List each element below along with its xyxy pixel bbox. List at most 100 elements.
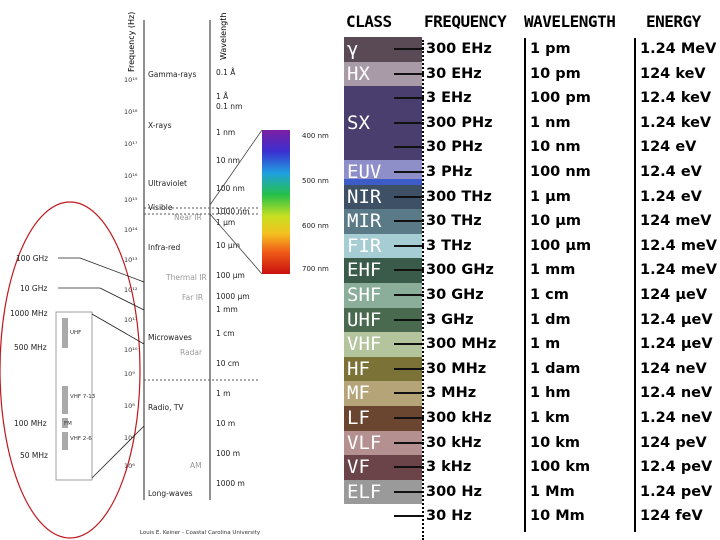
class-cell: MIR <box>344 209 422 234</box>
row-tick <box>394 490 424 493</box>
wavelength-label: 0.1 Å <box>216 68 236 77</box>
wavelength-labels: 0.1 Å 1 Å0.1 nm 1 nm 10 nm 100 nm 1000 nm 1 μm… <box>216 68 250 488</box>
wavelength-cell: 100 pm <box>530 90 591 107</box>
spectrum-table: CLASS FREQUENCY WAVELENGTH ENERGY γ 300 E… <box>342 0 720 540</box>
frequency-cell: 30 EHz <box>426 65 482 82</box>
wavelength-label: 1000 μm <box>216 292 250 301</box>
wavelength-cell: 1 dam <box>530 360 581 377</box>
wavelength-cell: 1 cm <box>530 287 569 303</box>
table-row: HF 30 MHz 1 dam 124 neV <box>342 356 720 382</box>
row-tick <box>394 72 424 75</box>
energy-cell: 1.24 neV <box>640 410 713 426</box>
wavelength-cell: 1 Mm <box>530 483 575 500</box>
wavelength-cell: 10 km <box>530 434 580 451</box>
class-cell: SX <box>344 110 422 136</box>
frequency-cell: 300 MHz <box>426 336 497 353</box>
inset-freq-label: 100 GHz <box>16 254 48 263</box>
table-row: γ 300 EHz 1 pm 1.24 MeV <box>342 37 720 62</box>
freq-exponent: 10¹³ <box>124 256 138 264</box>
band-label: Radar <box>180 348 203 357</box>
energy-cell: 12.4 keV <box>640 90 712 107</box>
energy-divider <box>634 38 636 532</box>
wavelength-cell: 1 dm <box>530 311 571 328</box>
dotted-divider <box>422 40 424 540</box>
frequency-cell: 30 Hz <box>426 508 472 525</box>
frequency-cell: 3 GHz <box>426 311 474 328</box>
row-tick <box>394 392 424 395</box>
table-row: UHF 3 GHz 1 dm 12.4 μeV <box>342 307 720 333</box>
wavelength-cell: 10 nm <box>530 139 581 156</box>
energy-cell: 124 keV <box>640 65 706 82</box>
energy-cell: 124 eV <box>640 139 697 156</box>
energy-cell: 12.4 peV <box>640 459 713 476</box>
energy-cell: 124 feV <box>640 508 703 525</box>
connector-low <box>91 425 145 479</box>
visible-scale: 400 nm 500 nm 600 nm 700 nm <box>302 132 329 273</box>
table-row: ELF 300 Hz 1 Mm 1.24 peV <box>342 479 720 505</box>
frequency-cell: 30 THz <box>426 213 482 230</box>
row-tick <box>394 343 424 346</box>
wavelength-cell: 100 nm <box>530 164 591 180</box>
table-row: NIR 300 THz 1 μm 1.24 eV <box>342 184 720 210</box>
frequency-cell: 30 PHz <box>426 139 483 156</box>
highlight-ellipse <box>0 201 141 539</box>
row-tick <box>394 171 424 173</box>
connector-1000mhz <box>91 313 145 345</box>
wavelength-cell: 1 nm <box>530 114 571 131</box>
wavelength-cell: 1 μm <box>530 188 571 205</box>
energy-cell: 124 μeV <box>640 287 708 303</box>
wavelength-cell: 1 km <box>530 410 570 426</box>
spectrum-link-top <box>209 129 263 206</box>
freq-exponent: 10¹⁵ <box>124 196 138 204</box>
wavelength-cell: 1 m <box>530 336 561 353</box>
wavelength-label: 10 μm <box>216 241 240 250</box>
wavelength-label: 0.1 nm <box>216 102 242 111</box>
inset-freq-label: 1000 MHz <box>10 309 48 318</box>
wavelength-label: 1000 nm <box>216 207 250 216</box>
visible-scale-label: 600 nm <box>302 222 329 230</box>
band-label: Thermal IR <box>165 273 207 282</box>
frequency-cell: 30 MHz <box>426 360 487 377</box>
vhf-7-13-block <box>62 386 68 414</box>
visible-scale-label: 700 nm <box>302 265 329 273</box>
nuv-stripe <box>344 178 422 185</box>
band-label: Long-waves <box>148 489 193 498</box>
band-label: Near IR <box>174 213 202 222</box>
freq-exponent: 10¹⁶ <box>124 172 138 180</box>
frequency-cell: 300 EHz <box>426 41 492 57</box>
wavelength-label: 1 nm <box>216 128 235 137</box>
row-tick <box>394 318 424 321</box>
freq-exponent: 10¹⁷ <box>124 140 138 148</box>
band-label: Ultraviolet <box>148 179 187 188</box>
row-tick <box>394 367 424 370</box>
class-cell: HX <box>344 61 422 87</box>
wavelength-label: 100 nm <box>216 184 245 193</box>
freq-exponent: 10¹⁹ <box>124 76 138 84</box>
table-row: HX 30 EHz 10 pm 124 keV <box>342 61 720 87</box>
wavelength-cell: 100 km <box>530 459 591 476</box>
inset-labels: 100 GHz 10 GHz 1000 MHz 500 MHz 100 MHz 50 MH… <box>10 254 96 460</box>
visible-spectrum-bar <box>262 130 290 274</box>
freq-exponents: 10¹⁹ 10¹⁸ 10¹⁷ 10¹⁶ 10¹⁵ 10¹⁴ 10¹³ 10¹² 10¹¹ 10¹⁰… <box>124 76 138 470</box>
band-label: AM <box>190 461 202 470</box>
freq-exponent: 10⁸ <box>124 402 135 410</box>
frequency-cell: 300 PHz <box>426 114 493 131</box>
row-tick <box>394 121 424 124</box>
spectrum-link-bottom <box>209 213 263 275</box>
band-label: Microwaves <box>148 333 192 342</box>
frequency-cell: 3 THz <box>426 237 472 254</box>
freq-exponent: 10⁶ <box>124 462 135 470</box>
table-row: VHF 300 MHz 1 m 1.24 μeV <box>342 332 720 357</box>
visible-scale-label: 400 nm <box>302 132 329 140</box>
table-row: 3 EHz 100 pm 12.4 keV <box>342 86 720 111</box>
energy-cell: 1.24 eV <box>640 188 702 205</box>
wavelength-label: 100 μm <box>216 271 245 280</box>
table-row: FIR 3 THz 100 μm 12.4 meV <box>342 233 720 259</box>
freq-exponent: 10⁷ <box>124 434 135 442</box>
table-row: SHF 30 GHz 1 cm 124 μeV <box>342 283 720 308</box>
fm-block <box>62 418 68 428</box>
frequency-cell: 300 kHz <box>426 410 492 426</box>
table-row: VF 3 kHz 100 km 12.4 peV <box>342 455 720 480</box>
wavelength-label: 100 m <box>216 449 240 458</box>
energy-cell: 124 peV <box>640 434 707 451</box>
